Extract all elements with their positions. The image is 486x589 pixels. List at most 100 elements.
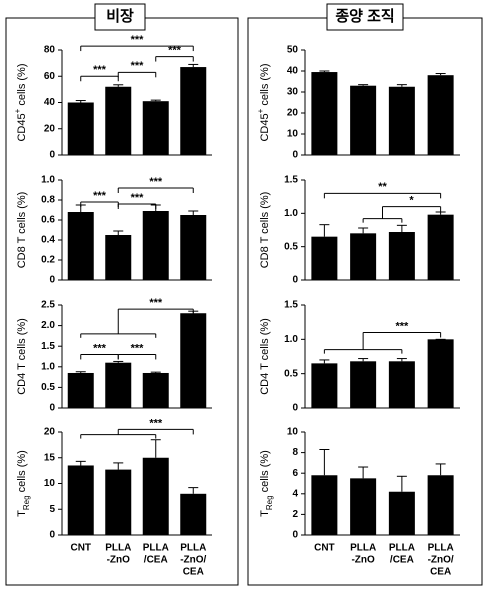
y-tick-label: 0 [49, 275, 55, 286]
y-tick-label: 5 [49, 504, 55, 515]
y-axis-label: TReg cells (%) [16, 450, 31, 517]
y-tick-label: 40 [287, 66, 299, 77]
bar [67, 465, 94, 535]
bar [427, 339, 454, 408]
y-tick-label: 6 [292, 468, 298, 479]
y-axis-label-part: + [13, 108, 22, 113]
significance-label: *** [131, 192, 145, 204]
x-tick-label: -ZnO [351, 555, 375, 566]
y-tick-label: 80 [44, 45, 56, 56]
y-axis-label-part: Reg [22, 495, 31, 510]
y-tick-label: 1.0 [284, 208, 298, 219]
x-tick-label: -ZnO/ [428, 555, 454, 566]
bar [388, 86, 415, 155]
bar [105, 86, 132, 155]
y-tick-label: 20 [44, 123, 56, 134]
y-tick-label: 0 [292, 150, 298, 161]
y-tick-label: 2.5 [41, 300, 55, 311]
bar [427, 75, 454, 155]
y-tick-label: 1.0 [284, 334, 298, 345]
bar [350, 361, 377, 408]
y-tick-label: 10 [287, 427, 299, 438]
significance-label: *** [149, 176, 163, 188]
y-tick-label: 0 [292, 275, 298, 286]
bar [311, 236, 338, 280]
x-tick-label: /CEA [390, 555, 414, 566]
bar [142, 457, 169, 535]
significance-label: *** [395, 320, 409, 332]
bar [67, 212, 94, 280]
bar [350, 85, 377, 155]
bar [180, 67, 207, 155]
y-tick-label: 1.0 [41, 361, 55, 372]
y-tick-label: 0.8 [41, 195, 55, 206]
panel-title-box [94, 3, 146, 31]
bar [142, 372, 169, 408]
panel-title-box [326, 3, 404, 31]
y-axis-label: CD4 T cells (%) [259, 318, 271, 395]
x-tick-label: PLLA [180, 543, 206, 554]
y-axis-label-part: T [259, 510, 271, 517]
y-tick-label: 2 [292, 509, 298, 520]
y-tick-label: 0 [292, 403, 298, 414]
bar [388, 361, 415, 408]
x-tick-label: /CEA [144, 555, 168, 566]
bar [180, 215, 207, 280]
y-axis-label-part: + [256, 108, 265, 113]
bar [105, 362, 132, 408]
bar [105, 235, 132, 280]
y-tick-label: 10 [44, 478, 56, 489]
significance-label: *** [149, 417, 163, 429]
bar [180, 493, 207, 535]
bar [67, 372, 94, 408]
bar [105, 469, 132, 535]
bar [427, 475, 454, 535]
bar [350, 233, 377, 280]
y-tick-label: 8 [292, 447, 298, 458]
y-tick-label: 2.0 [41, 320, 55, 331]
y-axis-label-part: cells (%) [259, 450, 271, 495]
y-tick-label: 30 [287, 87, 299, 98]
bar [427, 214, 454, 280]
y-axis-label: CD45+ cells (%) [256, 63, 271, 141]
y-tick-label: 0 [49, 403, 55, 414]
significance-label: ** [378, 181, 387, 193]
bar [180, 313, 207, 408]
y-tick-label: 0.5 [284, 241, 298, 252]
y-axis-label: CD4 T cells (%) [16, 318, 28, 395]
y-axis-label: TReg cells (%) [259, 450, 274, 517]
x-tick-label: CEA [430, 567, 451, 578]
bar [142, 101, 169, 155]
significance-label: *** [131, 342, 145, 354]
x-tick-label: PLLA [428, 543, 454, 554]
y-axis-label: CD8 T cells (%) [259, 192, 271, 269]
y-axis-label-part: CD8 T cells (%) [259, 192, 271, 269]
x-tick-label: CEA [183, 567, 204, 578]
significance-label: *** [149, 297, 163, 309]
x-tick-label: PLLA [143, 543, 169, 554]
y-axis-label: CD45+ cells (%) [13, 63, 28, 141]
panel-title: 종양 조직 [335, 7, 394, 25]
y-tick-label: 10 [287, 129, 299, 140]
y-tick-label: 0.5 [284, 368, 298, 379]
y-axis-label-part: cells (%) [16, 63, 28, 108]
x-tick-label: PLLA [105, 543, 131, 554]
x-tick-label: -ZnO/ [180, 555, 206, 566]
y-axis-label-part: T [16, 510, 28, 517]
y-axis-label-part: CD45 [259, 113, 271, 141]
y-axis-label-part: CD4 T cells (%) [16, 318, 28, 395]
x-tick-label: CNT [70, 543, 91, 554]
y-tick-label: 40 [44, 97, 56, 108]
x-tick-label: -ZnO [107, 555, 131, 566]
y-tick-label: 1.5 [41, 341, 55, 352]
y-tick-label: 0.4 [41, 235, 55, 246]
y-tick-label: 0.2 [41, 255, 55, 266]
y-axis-label-part: Reg [265, 495, 274, 510]
y-tick-label: 1.5 [284, 175, 298, 186]
y-axis-label-part: CD4 T cells (%) [259, 318, 271, 395]
y-tick-label: 20 [287, 108, 299, 119]
y-tick-label: 15 [44, 452, 56, 463]
significance-label: *** [93, 64, 107, 76]
y-axis-label-part: CD8 T cells (%) [16, 192, 28, 269]
